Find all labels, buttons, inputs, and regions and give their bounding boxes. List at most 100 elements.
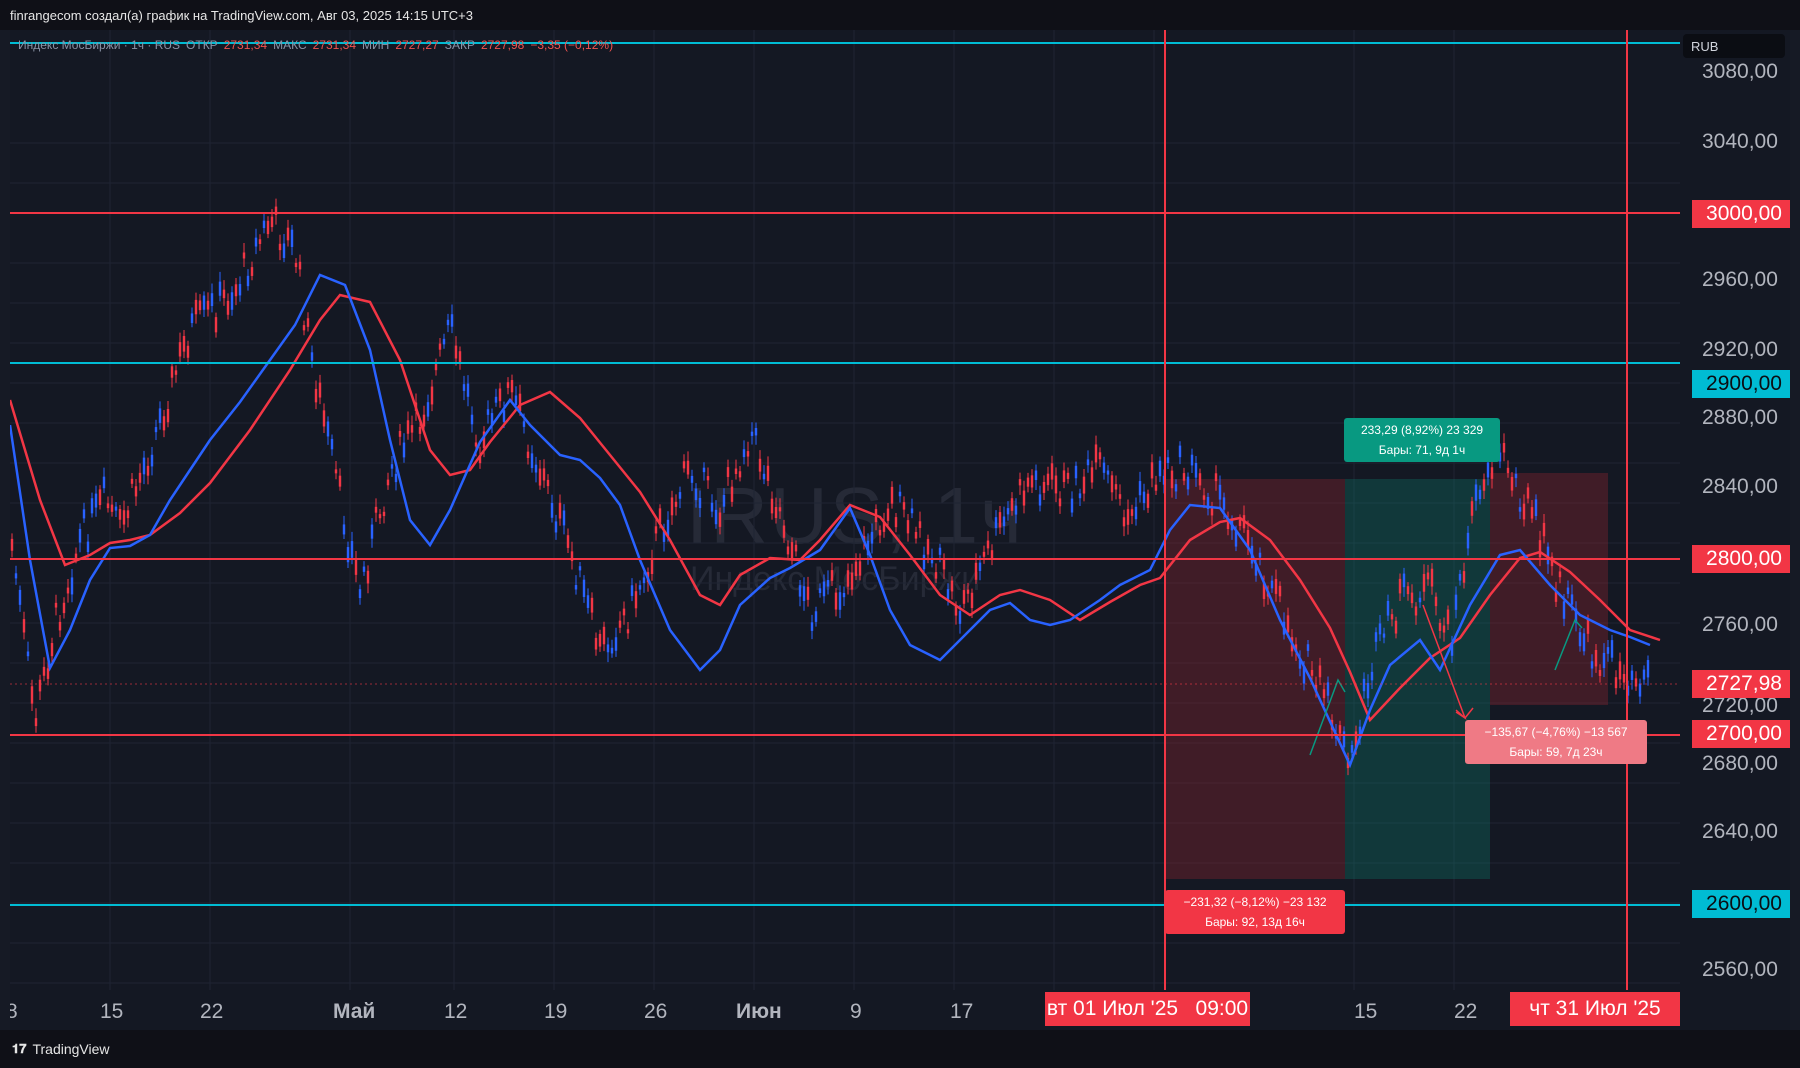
candle-body — [1118, 494, 1122, 499]
candle-body — [426, 402, 430, 417]
candle-body — [1638, 683, 1642, 697]
candle-body — [1558, 571, 1562, 578]
candle-body — [1270, 580, 1274, 589]
candle-body — [50, 643, 54, 657]
candle-body — [1310, 669, 1314, 676]
candle-body — [558, 502, 562, 519]
measure-label-down-2[interactable]: −135,67 (−4,76%) −13 567 Бары: 59, 7д 23… — [1465, 720, 1647, 764]
candle-body — [1022, 490, 1026, 506]
candle-body — [1634, 678, 1638, 687]
candle-body — [186, 345, 190, 358]
candle-body — [1066, 472, 1070, 479]
price-axis[interactable]: 3080,00 3040,00 2960,00 2920,00 2880,00 … — [1680, 30, 1790, 1030]
candle-body — [1618, 661, 1622, 680]
candle-body — [526, 451, 530, 458]
candle-body — [926, 539, 930, 555]
candle-body — [1534, 499, 1538, 517]
candle-body — [1182, 473, 1186, 481]
candle-body — [262, 220, 266, 229]
candle-body — [634, 591, 638, 609]
candle-body — [886, 508, 890, 521]
price-chart[interactable] — [10, 30, 1790, 1030]
candle-body — [470, 414, 474, 425]
candle-body — [1474, 484, 1478, 501]
measure-label-down[interactable]: −231,32 (−8,12%) −23 132 Бары: 92, 13д 1… — [1165, 890, 1345, 934]
candle-body — [1246, 530, 1250, 548]
candle-body — [226, 300, 230, 315]
candle-body — [198, 300, 202, 311]
candle-body — [482, 431, 486, 449]
candle-body — [642, 577, 646, 584]
candle-body — [350, 541, 354, 558]
price-tick: 2840,00 — [1702, 475, 1778, 498]
candle-body — [1274, 578, 1278, 594]
candle-body — [82, 509, 86, 519]
candle-body — [802, 586, 806, 601]
candle-body — [514, 395, 518, 406]
candle-body — [1302, 666, 1306, 684]
legend-low-label: МИН — [362, 38, 390, 52]
candle-body — [154, 427, 158, 433]
legend-close-label: ЗАКР — [444, 38, 475, 52]
candle-body — [142, 457, 146, 475]
time-tick: 26 — [644, 1000, 668, 1023]
currency-selector[interactable]: RUB — [1683, 34, 1785, 58]
candle-body — [1002, 516, 1006, 527]
candle-body — [678, 492, 682, 499]
candle-body — [274, 206, 278, 215]
price-tick: 2560,00 — [1702, 958, 1778, 981]
candle-body — [806, 586, 810, 600]
candle-body — [1042, 481, 1046, 493]
time-axis[interactable]: 8 15 22 Май 12 19 26 Июн 9 17 15 22 вт 0… — [10, 990, 1680, 1030]
candle-body — [454, 345, 458, 359]
candle-body — [566, 535, 570, 548]
candle-body — [1038, 494, 1042, 506]
candle-body — [250, 267, 254, 276]
candle-body — [126, 510, 130, 519]
candle-body — [1078, 493, 1082, 499]
price-tick: 2720,00 — [1702, 694, 1778, 717]
time-tick: 8 — [10, 1000, 18, 1023]
candle-body — [1018, 479, 1022, 486]
chart-pane[interactable]: IRUS, 1ч Индекс МосБиржи — [10, 30, 1790, 1030]
candle-body — [230, 292, 234, 310]
measure-label-up[interactable]: 233,29 (8,92%) 23 329 Бары: 71, 9д 1ч — [1344, 418, 1500, 462]
candle-body — [750, 431, 754, 436]
candle-body — [202, 295, 206, 310]
candle-body — [1622, 673, 1626, 683]
candle-body — [302, 325, 306, 331]
candle-body — [466, 383, 470, 397]
candle-body — [406, 420, 410, 434]
candle-body — [1034, 470, 1038, 480]
candle-body — [950, 580, 954, 592]
candle-body — [814, 611, 818, 622]
candle-body — [1278, 585, 1282, 597]
time-tick: 17 — [950, 1000, 974, 1023]
candle-body — [138, 472, 142, 483]
candle-body — [1174, 484, 1178, 492]
candle-body — [1142, 491, 1146, 504]
chart-legend[interactable]: Индекс МосБиржи · 1ч · RUS ОТКР 2731,34 М… — [18, 38, 613, 52]
time-tick: 22 — [1454, 1000, 1478, 1023]
candle-body — [690, 475, 694, 483]
candle-body — [974, 562, 978, 580]
candle-body — [1110, 475, 1114, 493]
candle-body — [338, 475, 342, 487]
candle-body — [1086, 459, 1090, 466]
candle-body — [1206, 496, 1210, 509]
candle-body — [730, 486, 734, 502]
candle-body — [54, 602, 58, 608]
candle-body — [630, 585, 634, 596]
candle-body — [1590, 661, 1594, 669]
candle-body — [322, 410, 326, 427]
candle-body — [1414, 606, 1418, 616]
candle-body — [734, 468, 738, 475]
candle-body — [550, 502, 554, 518]
candle-body — [298, 261, 302, 270]
candle-body — [1486, 462, 1490, 478]
candle-body — [1506, 467, 1510, 474]
candles — [10, 198, 1650, 776]
candle-body — [1378, 623, 1382, 635]
candle-body — [834, 592, 838, 610]
candle-body — [1370, 671, 1374, 681]
